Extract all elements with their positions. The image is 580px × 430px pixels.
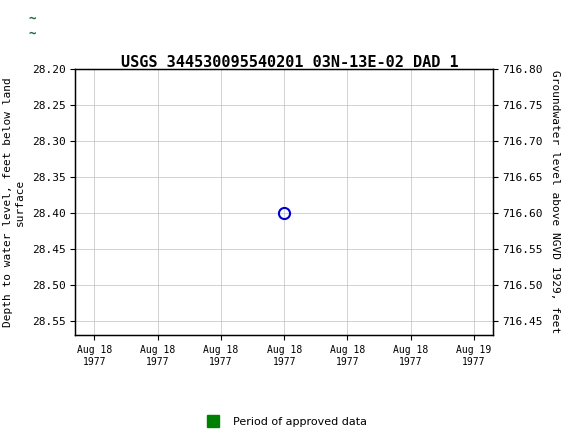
Text: USGS 344530095540201 03N-13E-02 DAD 1: USGS 344530095540201 03N-13E-02 DAD 1 <box>121 55 459 70</box>
Text: USGS: USGS <box>99 16 149 36</box>
Legend: Period of approved data: Period of approved data <box>197 412 371 430</box>
Y-axis label: Groundwater level above NGVD 1929, feet: Groundwater level above NGVD 1929, feet <box>550 71 560 334</box>
Text: ~
~: ~ ~ <box>28 12 35 40</box>
Y-axis label: Depth to water level, feet below land
surface: Depth to water level, feet below land su… <box>2 77 25 327</box>
FancyBboxPatch shape <box>3 4 61 47</box>
